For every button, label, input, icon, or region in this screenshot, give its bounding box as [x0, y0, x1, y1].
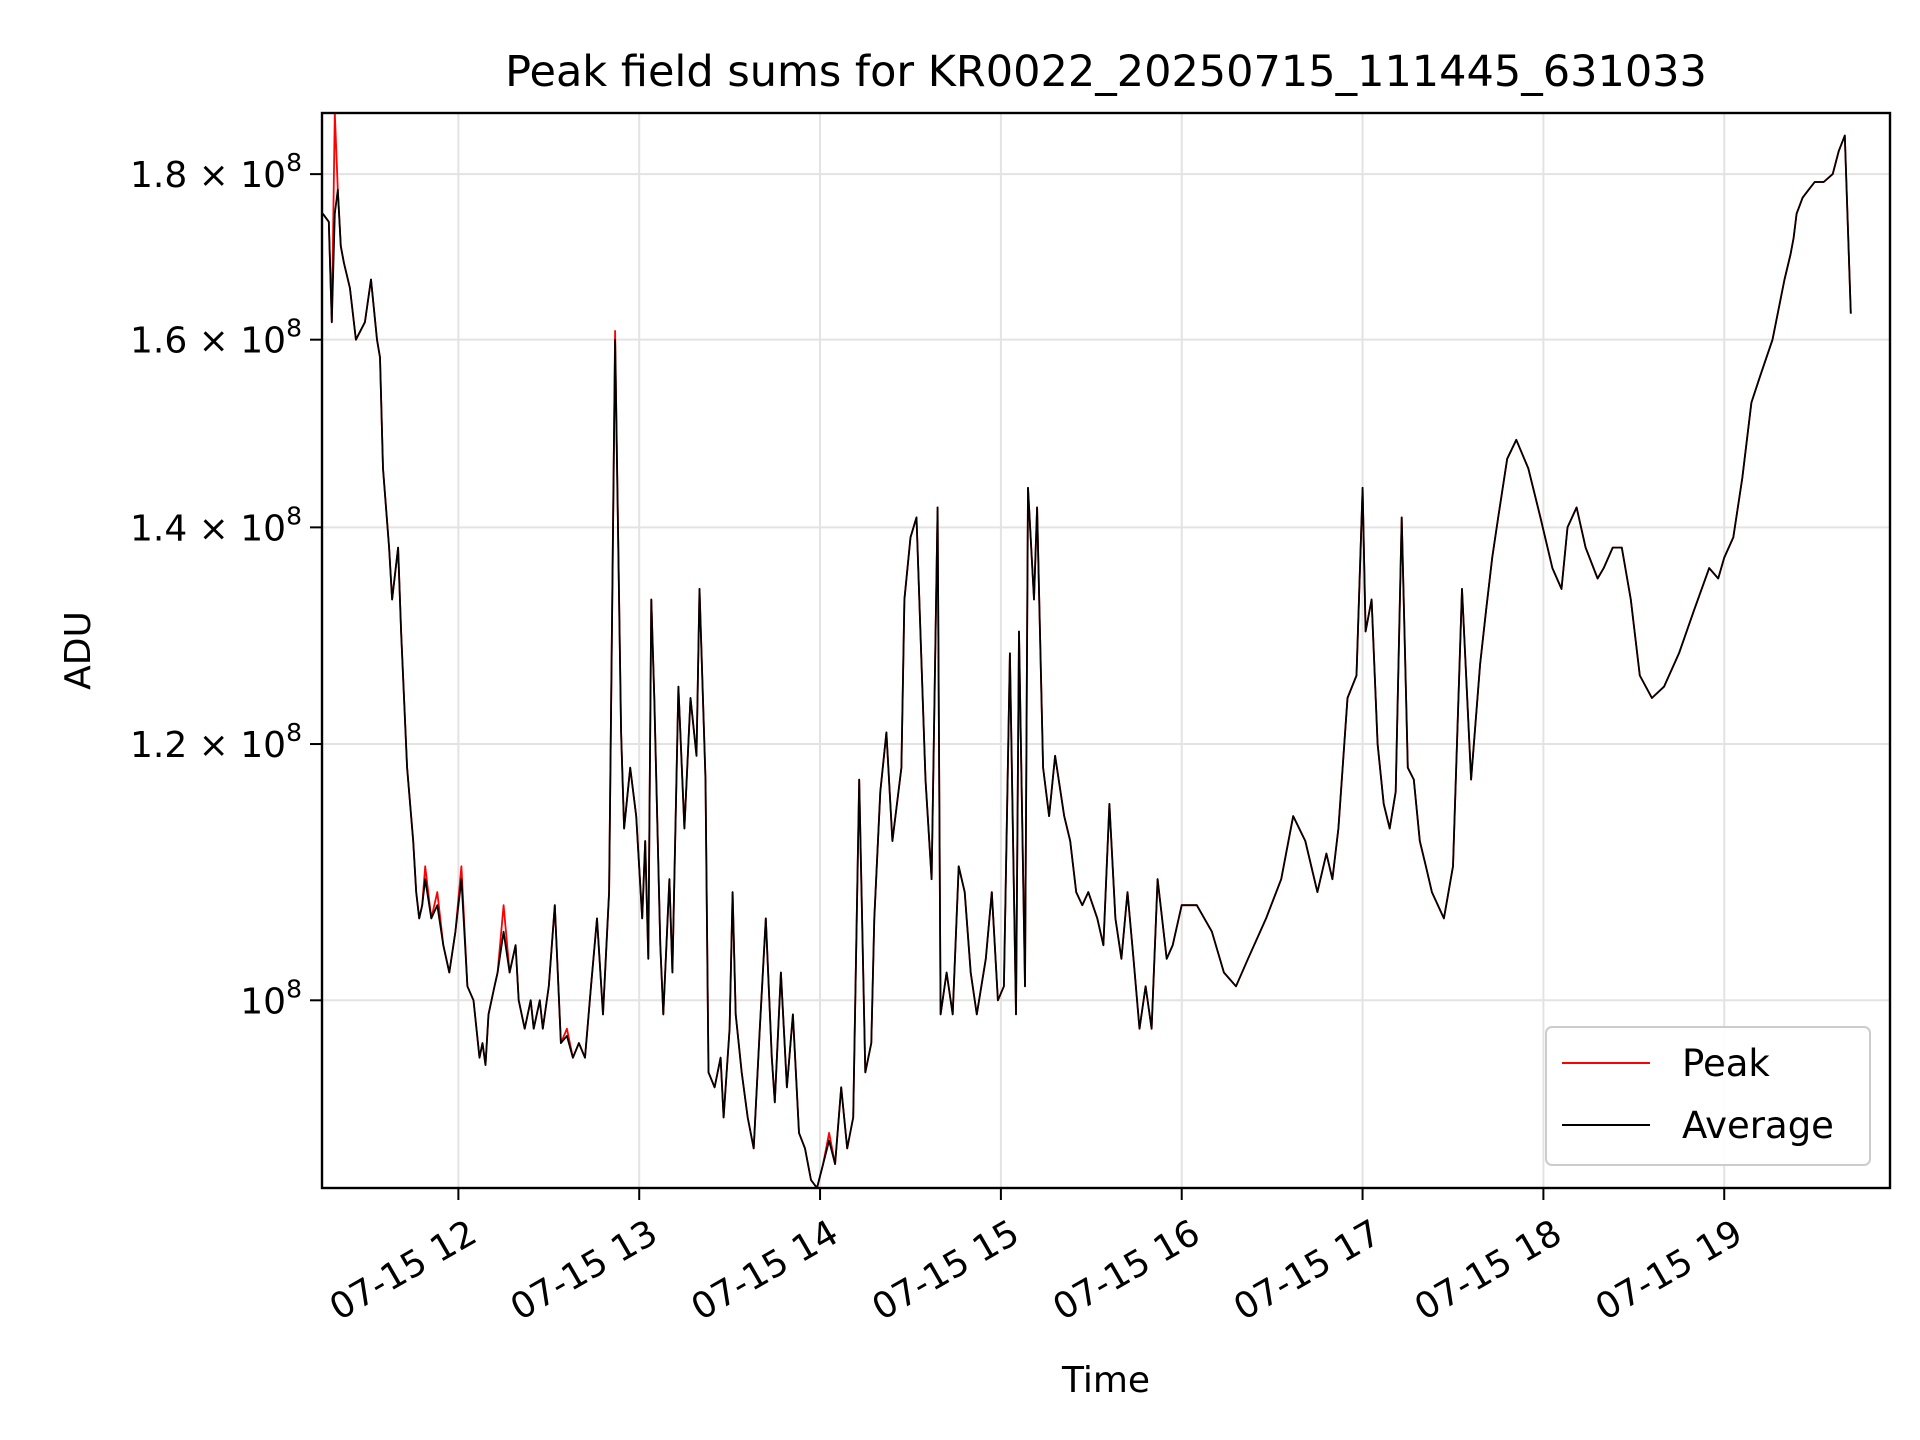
legend: Peak Average [1545, 1026, 1871, 1166]
y-tick-label: 1.8 × 108 [130, 148, 302, 196]
y-tick-exponent: 8 [286, 974, 302, 1003]
y-axis-title: ADU [58, 611, 99, 690]
y-tick-exponent: 8 [286, 718, 302, 747]
legend-label-peak: Peak [1682, 1042, 1770, 1085]
y-tick-label: 1.4 × 108 [130, 501, 302, 549]
y-tick-exponent: 8 [286, 314, 302, 343]
y-tick-label: 1.2 × 108 [130, 718, 302, 766]
y-tick-exponent: 8 [286, 148, 302, 177]
series-layer [322, 113, 1852, 1188]
y-tick-base: 1.2 × 10 [130, 725, 286, 766]
series-line-average [322, 134, 1852, 1188]
y-tick-label: 108 [240, 974, 302, 1022]
y-tick-base: 10 [240, 981, 286, 1022]
x-axis-title: Time [1061, 1360, 1150, 1401]
grid-layer [322, 113, 1890, 1188]
chart-title: Peak field sums for KR0022_20250715_1114… [505, 47, 1707, 97]
legend-label-average: Average [1682, 1104, 1834, 1147]
y-tick-label: 1.6 × 108 [130, 314, 302, 362]
y-tick-base: 1.6 × 10 [130, 321, 286, 362]
y-tick-base: 1.8 × 10 [130, 155, 286, 196]
y-tick-exponent: 8 [286, 501, 302, 530]
y-tick-base: 1.4 × 10 [130, 508, 286, 549]
plot-frame [320, 111, 1892, 1190]
legend-box [1545, 1026, 1871, 1166]
